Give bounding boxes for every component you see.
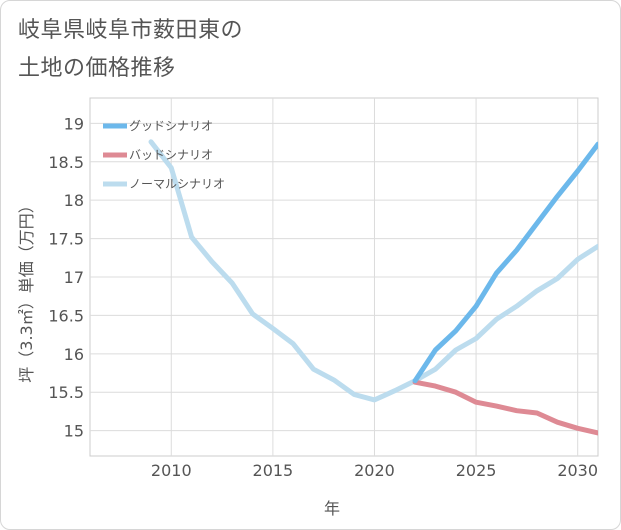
y-tick-label: 19 [64,114,84,133]
y-tick-labels: 15 15.5 16 16.5 17 17.5 18 18.5 19 [48,114,84,440]
series-line-0 [412,141,598,384]
chart-title-line1: 岐阜県岐阜市薮田東の [18,18,244,43]
grid-lines [89,97,599,457]
series-line-1 [412,379,598,436]
y-tick-label: 16 [64,345,84,364]
y-tick-label: 15.5 [48,383,84,402]
y-tick-label: 16.5 [48,306,84,325]
legend-label-1: バッドシナリオ [129,148,213,162]
x-tick-label: 2010 [151,461,192,480]
x-tick-label: 2030 [557,461,598,480]
y-tick-label: 15 [64,422,84,441]
y-axis-label: 坪（3.3㎡）単価（万円） [17,197,36,382]
y-tick-label: 18.5 [48,153,84,172]
legend-label-2: ノーマルシナリオ [129,177,225,191]
x-tick-label: 2020 [354,461,395,480]
y-tick-label: 17.5 [48,230,84,249]
chart-title-line2: 土地の価格推移 [18,56,176,81]
y-tick-label: 18 [64,191,84,210]
chart-title: 岐阜県岐阜市薮田東の 土地の価格推移 [18,12,243,88]
x-tick-labels: 2010 2015 2020 2025 2030 [151,461,598,480]
y-tick-label: 17 [64,268,84,287]
series-line-2 [148,139,598,403]
x-tick-label: 2015 [253,461,294,480]
series-lines [148,139,598,436]
legend-label-0: グッドシナリオ [129,119,213,133]
x-axis-label: 年 [324,499,340,518]
x-tick-label: 2025 [456,461,497,480]
